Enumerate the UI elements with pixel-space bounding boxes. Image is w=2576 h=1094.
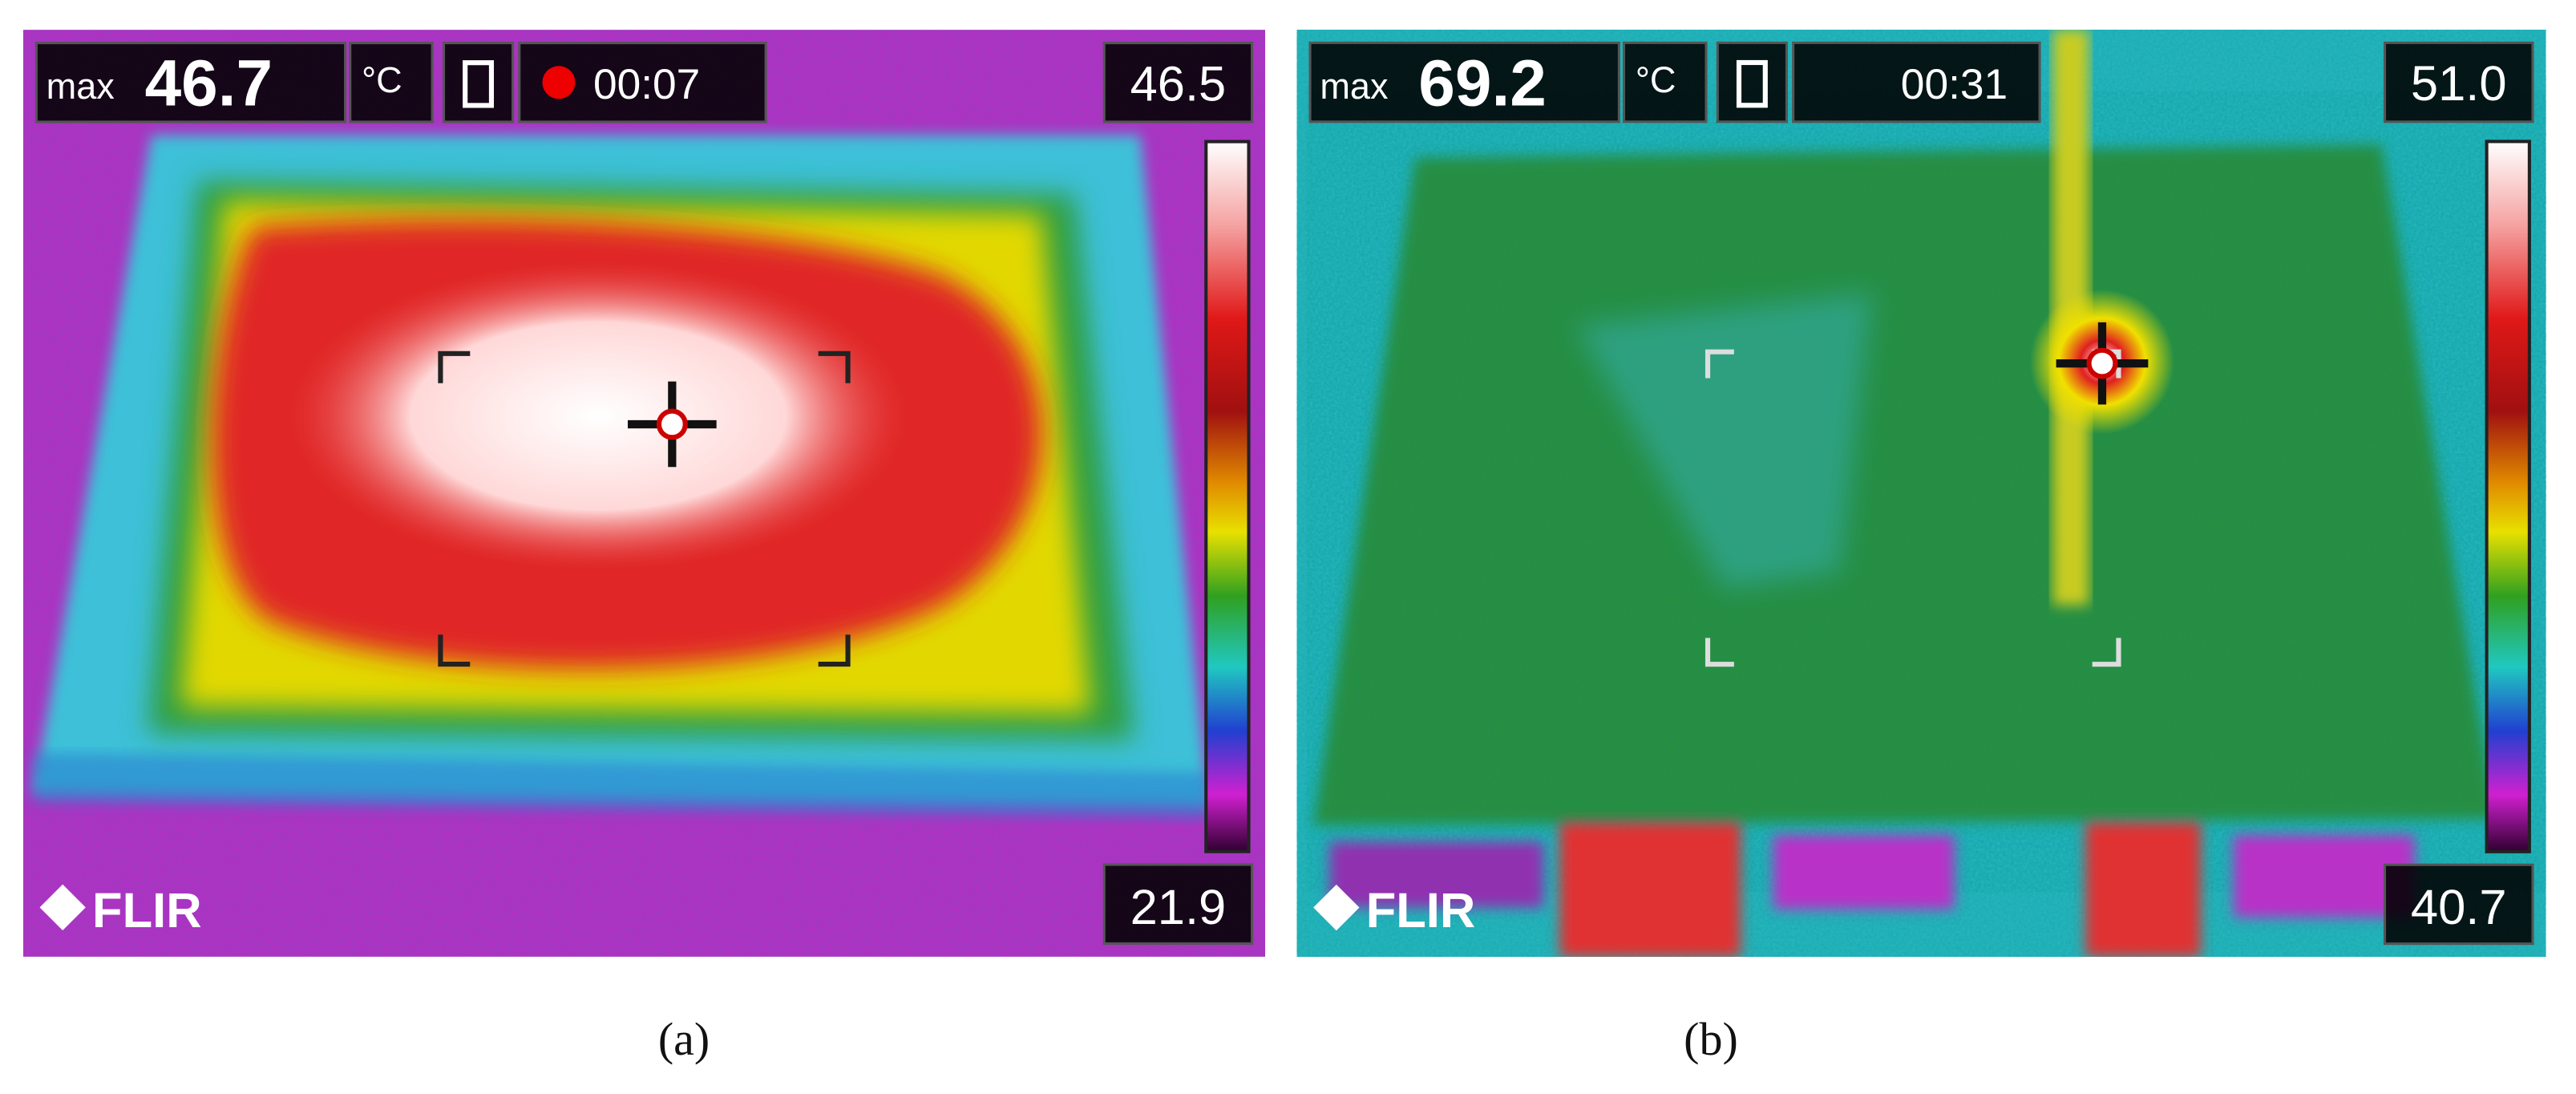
thermal-image: max 46.7 °C 00:07 46.5 21.9 FLIR: [23, 30, 1265, 957]
battery-box: [442, 42, 515, 124]
logo: FLIR: [1366, 883, 1476, 938]
max-box: [1308, 41, 1620, 124]
scale-min-box: [2383, 863, 2534, 946]
caption: (b): [1684, 1013, 1738, 1065]
scale-min-box: [1102, 863, 1254, 945]
max-value: 69.2: [1418, 47, 1547, 120]
max-label: max: [47, 66, 115, 107]
scale-min: 21.9: [1130, 880, 1227, 935]
battery-icon: [1736, 59, 1768, 108]
crosshair: [2056, 322, 2149, 405]
thermal-image: max 69.2 °C 00:31 51.0 40.7 FLIR: [1296, 30, 2546, 957]
timer: 00:07: [593, 61, 700, 108]
logo-mark: [1313, 884, 1360, 931]
unit: °C: [1636, 59, 1676, 100]
max-label: max: [1320, 66, 1389, 107]
bottom-heat: [1329, 821, 2415, 957]
timer-box: [1792, 41, 2041, 124]
scale-max: 51.0: [2411, 56, 2507, 111]
color-scale: [1204, 140, 1251, 853]
scale-max-box: [1102, 42, 1254, 124]
plate-edge: [33, 752, 1210, 819]
unit-box: [349, 42, 434, 124]
unit-box: [1622, 41, 1708, 124]
scale-max: 46.5: [1130, 56, 1227, 111]
logo: FLIR: [92, 883, 202, 938]
scale-max-box: [2383, 41, 2534, 124]
plate-texture: [1415, 157, 2500, 826]
corner-brackets: [438, 350, 851, 667]
caption: (a): [657, 1013, 710, 1065]
max-box: [34, 42, 347, 124]
max-value: 46.7: [145, 47, 273, 120]
unit: °C: [362, 59, 402, 100]
color-scale: [2485, 140, 2531, 853]
hot-core: [285, 260, 911, 573]
crosshair: [628, 381, 717, 468]
timer: 00:31: [1901, 61, 2008, 108]
scale-min: 40.7: [2411, 880, 2507, 935]
battery-icon: [463, 60, 495, 108]
record-dot: [542, 66, 576, 99]
battery-box: [1716, 41, 1788, 124]
cool-region: [1576, 292, 1873, 589]
